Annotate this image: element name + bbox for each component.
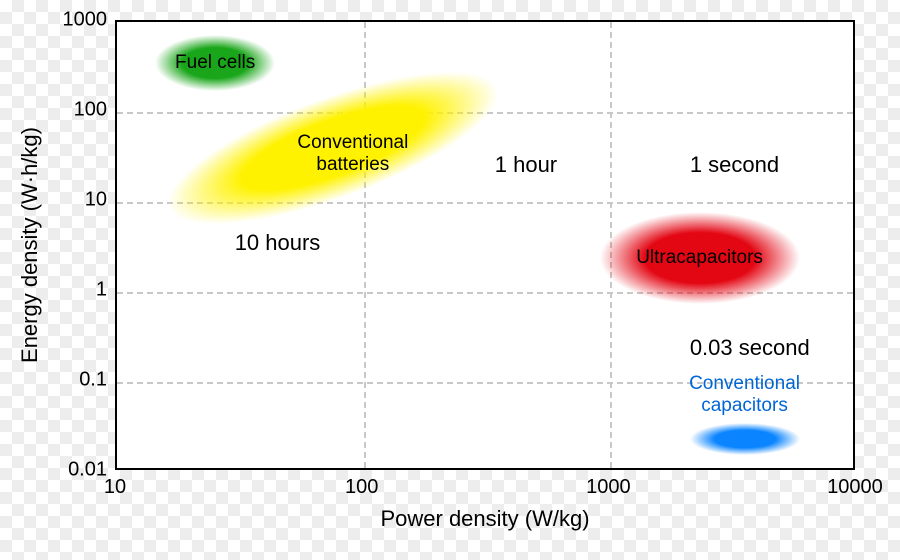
time-label-1: 1 hour — [495, 152, 557, 178]
y-tick: 0.01 — [68, 459, 107, 482]
y-tick: 1 — [96, 279, 107, 302]
x-tick: 100 — [345, 476, 378, 499]
x-tick: 10000 — [827, 476, 883, 499]
time-label-0: 10 hours — [235, 230, 321, 256]
chart-stage: Fuel cells Conventional batteries Ultracap… — [0, 0, 900, 560]
region-label-fuel-cells: Fuel cells — [175, 52, 255, 74]
x-tick: 10 — [104, 476, 126, 499]
region-conventional-capacitors — [690, 423, 800, 455]
region-label-conventional-batteries: Conventional batteries — [297, 132, 408, 176]
region-label-conventional-capacitors: Conventional capacitors — [689, 374, 800, 418]
time-label-3: 0.03 second — [690, 335, 810, 361]
region-label-ultracapacitors: Ultracapacitors — [636, 247, 763, 269]
y-tick: 1000 — [63, 9, 108, 32]
y-tick: 0.1 — [79, 369, 107, 392]
y-axis-label: Energy density (W·h/kg) — [17, 127, 43, 363]
time-label-2: 1 second — [690, 152, 779, 178]
x-axis-label: Power density (W/kg) — [380, 506, 589, 532]
plot-area: Fuel cells Conventional batteries Ultracap… — [115, 20, 855, 470]
y-tick: 10 — [85, 189, 107, 212]
x-tick: 1000 — [586, 476, 631, 499]
y-tick: 100 — [74, 99, 107, 122]
